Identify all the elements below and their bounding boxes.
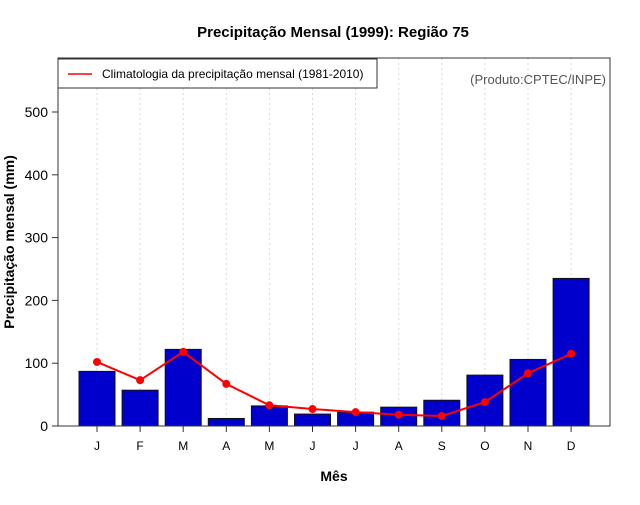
climatology-point-10 [524,369,532,378]
x-tick-label: F [136,439,143,453]
bar-2 [164,348,202,427]
y-tick-label: 300 [25,230,49,246]
climatology-line-group [93,347,576,420]
climatology-point-3 [222,379,231,388]
source-annotation: (Produto:CPTEC/INPE) [470,72,606,87]
legend-box [57,58,378,89]
x-tick-label: M [178,439,188,453]
x-tick-label: J [353,439,359,453]
y-tick-label: 100 [25,355,49,371]
bars-group [78,277,590,427]
y-tick-label: 200 [25,292,49,308]
climatology-point-4 [265,401,274,410]
legend: Climatologia da precipitação mensal (198… [57,58,378,89]
x-tick-label: A [395,439,403,453]
x-axis-label: Mês [320,468,347,484]
x-tick-label: A [222,439,230,453]
x-tick-label: D [567,439,576,453]
legend-label: Climatologia da precipitação mensal (198… [102,67,363,81]
climatology-point-7 [394,410,403,419]
climatology-point-2 [179,347,188,356]
x-tick-label: O [480,439,489,453]
bar-0 [78,370,116,427]
bar-5 [294,413,331,427]
x-tick-label: S [438,439,446,453]
climatology-point-1 [136,376,145,385]
climatology-point-11 [567,349,576,358]
x-tick-label: N [524,439,533,453]
y-tick-label: 500 [25,104,49,120]
x-tick-label: J [94,439,100,453]
climatology-point-8 [437,411,446,420]
y-tick-label: 0 [40,418,48,434]
bar-1 [121,389,159,427]
plot-frame [57,57,611,427]
y-axis: 0 100 200 300 400 500 [25,104,58,434]
climatology-point-0 [93,357,101,366]
chart-title: Precipitação Mensal (1999): Região 75 [197,24,469,41]
climatology-point-6 [351,408,360,417]
grid-lines [96,58,572,426]
climatology-point-5 [308,405,317,414]
climatology-point-9 [480,398,489,407]
climatology-line [96,350,572,417]
x-tick-label: M [264,439,274,453]
bar-3 [207,417,245,427]
x-tick-label: J [310,439,316,453]
y-axis-label: Precipitação mensal (mm) [1,155,17,329]
y-tick-label: 400 [25,167,49,183]
